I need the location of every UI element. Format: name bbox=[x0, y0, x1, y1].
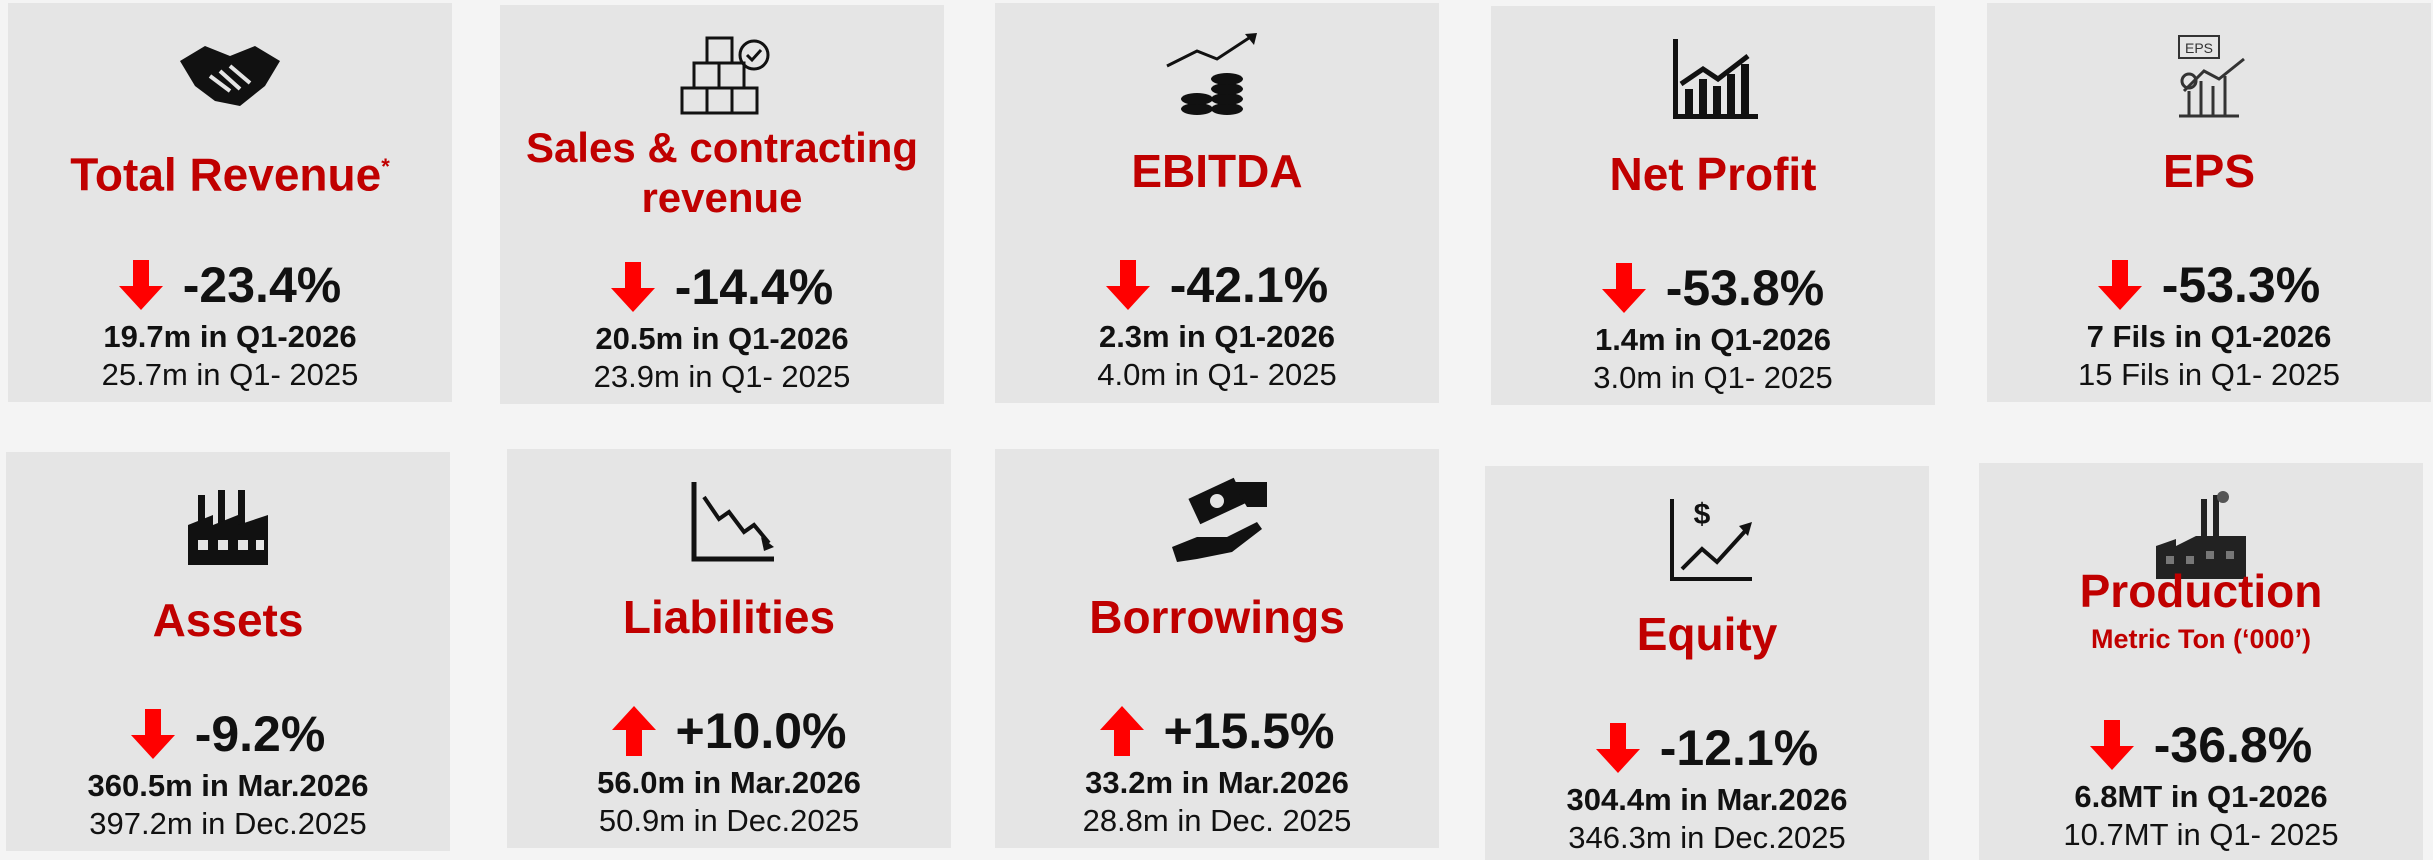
kpi-change: -42.1% bbox=[1169, 257, 1329, 313]
kpi-change: -53.3% bbox=[2161, 257, 2321, 313]
kpi-title: Equity bbox=[1636, 607, 1778, 660]
kpi-change-row: +10.0% bbox=[507, 701, 951, 761]
trend-arrow bbox=[610, 262, 655, 312]
kpi-title: Liabilities bbox=[622, 590, 836, 643]
kpi-change-row: -36.8% bbox=[1979, 715, 2423, 775]
kpi-icon: EPS bbox=[2178, 35, 2245, 118]
kpi-previous: 4.0m in Q1- 2025 bbox=[1097, 357, 1337, 392]
kpi-change-row: -53.3% bbox=[1987, 255, 2431, 315]
kpi-title-block: Borrowings bbox=[1003, 569, 1431, 664]
kpi-change-row: -12.1% bbox=[1485, 718, 1929, 778]
trend-arrow bbox=[1105, 260, 1150, 310]
kpi-card: Sales & contracting revenue -14.4% 20.5m i… bbox=[500, 5, 944, 404]
kpi-title: EPS bbox=[2162, 144, 2256, 197]
kpi-card: EBITDA -42.1% 2.3m in Q1-2026 4.0m in Q1- 2… bbox=[995, 3, 1439, 403]
kpi-icon bbox=[1172, 477, 1267, 562]
kpi-title-block: Equity bbox=[1493, 586, 1921, 681]
kpi-title-block: Assets bbox=[14, 572, 442, 667]
kpi-previous: 3.0m in Q1- 2025 bbox=[1593, 360, 1833, 395]
trend-arrow bbox=[1595, 723, 1640, 773]
icon-text: EPS bbox=[2185, 40, 2213, 56]
kpi-title-block: Net Profit bbox=[1499, 126, 1927, 221]
kpi-change: -9.2% bbox=[194, 706, 326, 762]
kpi-title-block: EBITDA bbox=[1003, 123, 1431, 218]
kpi-current: 56.0m in Mar.2026 bbox=[597, 765, 861, 800]
kpi-current: 6.8MT in Q1-2026 bbox=[2074, 779, 2328, 814]
kpi-title-block: EPS bbox=[1995, 123, 2423, 218]
superscript: * bbox=[381, 153, 390, 179]
kpi-change: +10.0% bbox=[675, 703, 847, 759]
kpi-change-row: -9.2% bbox=[6, 704, 450, 764]
trend-arrow bbox=[1601, 263, 1646, 313]
kpi-icon bbox=[691, 482, 774, 562]
kpi-change: -53.8% bbox=[1665, 260, 1825, 316]
kpi-previous: 397.2m in Dec.2025 bbox=[89, 806, 367, 841]
kpi-change-row: -53.8% bbox=[1491, 258, 1935, 318]
kpi-change: -23.4% bbox=[182, 257, 342, 313]
kpi-title: Borrowings bbox=[1089, 590, 1345, 643]
trend-arrow bbox=[2097, 260, 2142, 310]
kpi-icon bbox=[680, 36, 770, 115]
trend-arrow bbox=[2089, 720, 2134, 770]
kpi-subtitle: Metric Ton (‘000’) bbox=[2090, 623, 2312, 654]
kpi-previous: 346.3m in Dec.2025 bbox=[1568, 820, 1846, 855]
kpi-current: 1.4m in Q1-2026 bbox=[1594, 322, 1832, 357]
kpi-title: Sales & contracting revenue bbox=[525, 123, 919, 221]
kpi-title-block: Total Revenue* bbox=[16, 123, 444, 218]
kpi-previous: 25.7m in Q1- 2025 bbox=[101, 357, 359, 392]
kpi-icon bbox=[188, 490, 268, 565]
kpi-current: 304.4m in Mar.2026 bbox=[1566, 782, 1848, 817]
kpi-card: Liabilities +10.0% 56.0m in Mar.2026 50.9m … bbox=[507, 449, 951, 848]
kpi-change-row: -23.4% bbox=[8, 255, 452, 315]
kpi-title: Production bbox=[2079, 564, 2323, 617]
kpi-card: $ Equity -12.1% 304.4m in Mar.2026 346.3m in… bbox=[1485, 466, 1929, 860]
kpi-current: 360.5m in Mar.2026 bbox=[87, 768, 369, 803]
kpi-current: 33.2m in Mar.2026 bbox=[1085, 765, 1349, 800]
kpi-icon bbox=[2156, 491, 2246, 579]
kpi-card: Production Metric Ton (‘000’) -36.8% 6.8MT … bbox=[1979, 463, 2423, 860]
kpi-current: 7 Fils in Q1-2026 bbox=[2086, 319, 2332, 354]
kpi-change-row: -14.4% bbox=[500, 257, 944, 317]
kpi-change: -14.4% bbox=[674, 259, 834, 315]
kpi-title: EBITDA bbox=[1131, 144, 1303, 197]
kpi-change-row: -42.1% bbox=[995, 255, 1439, 315]
kpi-icon bbox=[180, 46, 280, 106]
kpi-card: Total Revenue* -23.4% 19.7m in Q1-2026 25.7… bbox=[8, 3, 452, 402]
kpi-change: +15.5% bbox=[1163, 703, 1335, 759]
kpi-title-block: Liabilities bbox=[515, 569, 943, 664]
kpi-icon bbox=[1166, 33, 1257, 115]
kpi-previous: 15 Fils in Q1- 2025 bbox=[2078, 357, 2340, 392]
kpi-current: 19.7m in Q1-2026 bbox=[103, 319, 357, 354]
icon-text: $ bbox=[1694, 498, 1711, 531]
kpi-change: -12.1% bbox=[1659, 720, 1819, 776]
kpi-change: -36.8% bbox=[2153, 717, 2313, 773]
kpi-previous: 23.9m in Q1- 2025 bbox=[593, 359, 851, 394]
trend-arrow bbox=[130, 709, 175, 759]
kpi-title: Total Revenue* bbox=[70, 148, 390, 201]
kpi-card: EPS EPS -53.3% 7 Fils in Q1-2026 15 Fils in … bbox=[1987, 3, 2431, 402]
kpi-previous: 10.7MT in Q1- 2025 bbox=[2063, 817, 2339, 852]
trend-arrow bbox=[1099, 706, 1144, 756]
kpi-previous: 28.8m in Dec. 2025 bbox=[1082, 803, 1352, 838]
kpi-change-row: +15.5% bbox=[995, 701, 1439, 761]
kpi-card: Assets -9.2% 360.5m in Mar.2026 397.2m in D… bbox=[6, 452, 450, 851]
kpi-title: Net Profit bbox=[1609, 147, 1817, 200]
trend-arrow bbox=[118, 260, 163, 310]
kpi-title-block: Sales & contracting revenue bbox=[508, 123, 936, 221]
kpi-previous: 50.9m in Dec.2025 bbox=[598, 803, 860, 838]
kpi-card: Net Profit -53.8% 1.4m in Q1-2026 3.0m in Q… bbox=[1491, 6, 1935, 405]
kpi-current: 20.5m in Q1-2026 bbox=[595, 321, 849, 356]
kpi-title: Assets bbox=[152, 593, 304, 646]
kpi-card: Borrowings +15.5% 33.2m in Mar.2026 28.8m i… bbox=[995, 449, 1439, 848]
kpi-title-block: Production Metric Ton (‘000’) bbox=[1987, 563, 2415, 658]
kpi-icon: $ bbox=[1670, 498, 1752, 581]
trend-arrow bbox=[611, 706, 656, 756]
kpi-current: 2.3m in Q1-2026 bbox=[1098, 319, 1336, 354]
kpi-icon bbox=[1673, 39, 1758, 119]
